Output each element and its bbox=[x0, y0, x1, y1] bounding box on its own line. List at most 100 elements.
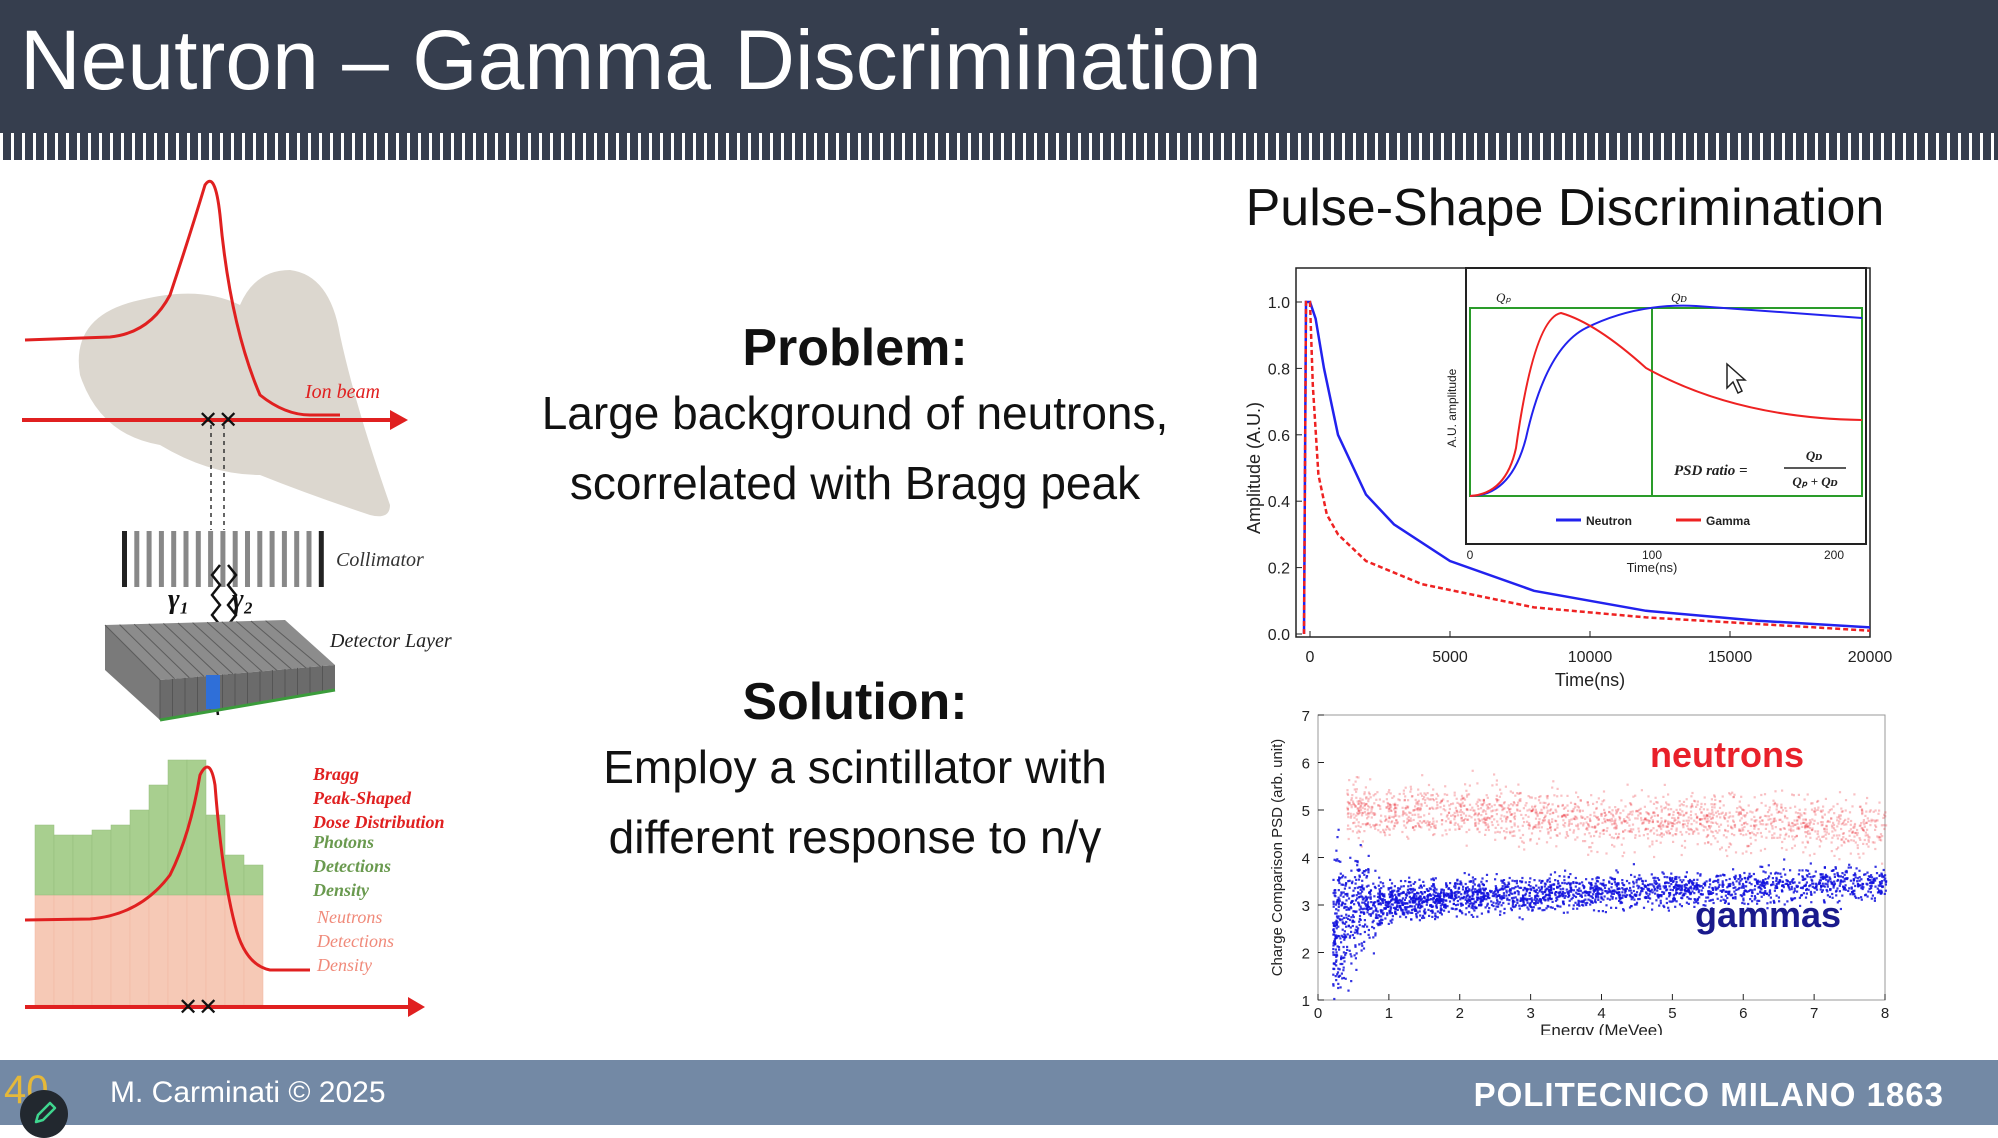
footer-bar: 40 M. Carminati © 2025 POLITECNICO MILAN… bbox=[0, 1060, 1998, 1138]
head-silhouette bbox=[78, 270, 390, 517]
inset-xlabel: Time(ns) bbox=[1627, 560, 1678, 575]
legend-neutrons-2: Density bbox=[316, 955, 372, 975]
qd-window bbox=[1651, 307, 1863, 497]
scatter-xtick-7: 7 bbox=[1810, 1005, 1818, 1022]
solution-block: Solution: Employ a scintillator with dif… bbox=[500, 672, 1210, 872]
legend-photons-2: Density bbox=[312, 880, 370, 900]
pulse-xtick-0: 0 bbox=[1306, 649, 1315, 666]
pulse-xlabel: Time(ns) bbox=[1555, 670, 1625, 690]
scatter-ytick-0: 1 bbox=[1302, 993, 1310, 1010]
psd-formula-lhs: PSD ratio = bbox=[1674, 463, 1748, 479]
pixel-hit bbox=[206, 675, 220, 709]
bottom-beam-arrowhead bbox=[408, 997, 425, 1017]
svg-text:✕✕: ✕✕ bbox=[178, 994, 218, 1021]
header-tick-strip bbox=[0, 133, 1998, 160]
pulse-ytick-2: 0.4 bbox=[1268, 494, 1290, 511]
scatter-label-gammas: gammas bbox=[1695, 894, 1841, 935]
legend-bragg-1: Peak-Shaped bbox=[312, 788, 412, 808]
inset-label-qd: Qᴅ bbox=[1671, 290, 1687, 305]
pulse-ytick-0: 0.0 bbox=[1268, 627, 1290, 644]
legend-neutrons-1: Detections bbox=[316, 931, 394, 951]
pulse-ylabel: Amplitude (A.U.) bbox=[1244, 402, 1264, 534]
scatter-series-gammas bbox=[1332, 828, 1888, 1001]
legend-bragg-2: Dose Distribution bbox=[312, 812, 445, 832]
bragg-dose-curve bbox=[24, 765, 310, 972]
solution-line-1: Employ a scintillator with bbox=[603, 741, 1107, 793]
legend-photons-0: Photons bbox=[312, 832, 374, 852]
gamma2-label: γ₂ bbox=[232, 584, 253, 615]
scatter-ylabel: Charge Comparison PSD (arb. unit) bbox=[1269, 739, 1286, 977]
scatter-xtick-5: 5 bbox=[1668, 1005, 1676, 1022]
inset-frame bbox=[1465, 267, 1867, 545]
bragg-peak-illustration: Ion beam ✕✕ Collimator γ₁ γ₂ Detector La… bbox=[22, 179, 452, 1021]
scatter-xlabel: Energy (MeVee) bbox=[1540, 1021, 1663, 1035]
title-bar: Neutron – Gamma Discrimination bbox=[0, 0, 1998, 160]
slide-title: Neutron – Gamma Discrimination bbox=[20, 13, 1262, 107]
scatter-xtick-1: 1 bbox=[1385, 1005, 1393, 1022]
pulse-ytick-3: 0.6 bbox=[1268, 428, 1290, 445]
legend-photons-1: Detections bbox=[312, 856, 391, 876]
scatter-xtick-2: 2 bbox=[1456, 1005, 1464, 1022]
scatter-ytick-2: 3 bbox=[1302, 898, 1310, 915]
scatter-xtick-4: 4 bbox=[1597, 1005, 1605, 1022]
inset-xtick-0: 0 bbox=[1467, 548, 1474, 562]
scatter-ytick-1: 2 bbox=[1302, 946, 1310, 963]
collimator-label: Collimator bbox=[336, 549, 424, 571]
inset-label-qp: Qₚ bbox=[1496, 290, 1511, 305]
psd-formula-num: Qᴅ bbox=[1806, 448, 1822, 463]
crossing-marker: ✕✕ bbox=[198, 407, 238, 434]
pulse-ytick-1: 0.2 bbox=[1268, 561, 1290, 578]
illustration-legend: Bragg Peak-Shaped Dose DistributionPhotons… bbox=[312, 764, 445, 975]
scatter-label-neutrons: neutrons bbox=[1650, 734, 1804, 775]
inset-gamma-curve bbox=[1469, 311, 1863, 497]
detector-label: Detector Layer bbox=[329, 630, 452, 652]
scatter-xtick-6: 6 bbox=[1739, 1005, 1747, 1022]
pulse-ytick-5: 1.0 bbox=[1268, 295, 1290, 312]
inset-legend-neutron: Neutron bbox=[1586, 514, 1632, 528]
inset-xtick-1: 100 bbox=[1642, 548, 1662, 562]
scatter-ytick-3: 4 bbox=[1302, 851, 1310, 868]
ion-beam-label: Ion beam bbox=[304, 381, 380, 403]
pulse-ytick-4: 0.8 bbox=[1268, 361, 1290, 378]
ion-beam-arrowhead bbox=[390, 410, 408, 430]
legend-neutrons-0: Neutrons bbox=[316, 907, 382, 927]
detection-histogram bbox=[34, 759, 264, 1006]
problem-heading: Problem: bbox=[742, 319, 968, 377]
legend-bragg-0: Bragg bbox=[312, 764, 359, 784]
scatter-xtick-0: 0 bbox=[1314, 1005, 1322, 1022]
scatter-ytick-6: 7 bbox=[1302, 708, 1310, 725]
pen-icon bbox=[34, 1101, 57, 1124]
gamma1-label: γ₁ bbox=[168, 584, 189, 615]
scatter-ytick-5: 6 bbox=[1302, 756, 1310, 773]
polimi-logo-text: POLITECNICO MILANO 1863 bbox=[1473, 1076, 1944, 1113]
problem-line-1: Large background of neutrons, bbox=[541, 387, 1169, 439]
pulse-xtick-1: 5000 bbox=[1432, 649, 1468, 666]
scatter-ytick-4: 5 bbox=[1302, 803, 1310, 820]
psd-formula-den: Qₚ + Qᴅ bbox=[1792, 474, 1837, 489]
psd-title: Pulse-Shape Discrimination bbox=[1245, 179, 1885, 237]
pulse-shape-chart: 0.0 0.2 0.4 0.6 0.8 1.0 0 5000 10000 15000 20000 Ti… bbox=[1244, 267, 1893, 690]
detector-layer bbox=[104, 620, 336, 722]
solution-heading: Solution: bbox=[742, 673, 968, 731]
author-credit: M. Carminati © 2025 bbox=[110, 1076, 386, 1109]
pulse-xtick-4: 20000 bbox=[1848, 649, 1893, 666]
dose-curve-top bbox=[24, 179, 340, 417]
problem-line-2: scorrelated with Bragg peak bbox=[569, 457, 1141, 509]
inset-neutron-curve bbox=[1469, 304, 1863, 497]
pulse-xtick-3: 15000 bbox=[1708, 649, 1753, 666]
pen-tool-button[interactable] bbox=[20, 1090, 68, 1138]
collimator bbox=[120, 530, 330, 588]
inset-xtick-2: 200 bbox=[1824, 548, 1844, 562]
pulse-xtick-2: 10000 bbox=[1568, 649, 1613, 666]
problem-block: Problem: Large background of neutrons, s… bbox=[500, 318, 1210, 518]
pulse-series-gamma bbox=[1302, 300, 1871, 635]
solution-line-2: different response to n/γ bbox=[608, 811, 1102, 863]
mouse-cursor-icon bbox=[1726, 362, 1747, 395]
scatter-xtick-8: 8 bbox=[1881, 1005, 1889, 1022]
inset-legend-gamma: Gamma bbox=[1706, 514, 1750, 528]
scatter-series-neutrons bbox=[1346, 769, 1888, 865]
scatter-plot-frame bbox=[1317, 714, 1886, 1001]
inset-ylabel: A.U. amplitude bbox=[1445, 368, 1459, 447]
scatter-xtick-3: 3 bbox=[1526, 1005, 1534, 1022]
